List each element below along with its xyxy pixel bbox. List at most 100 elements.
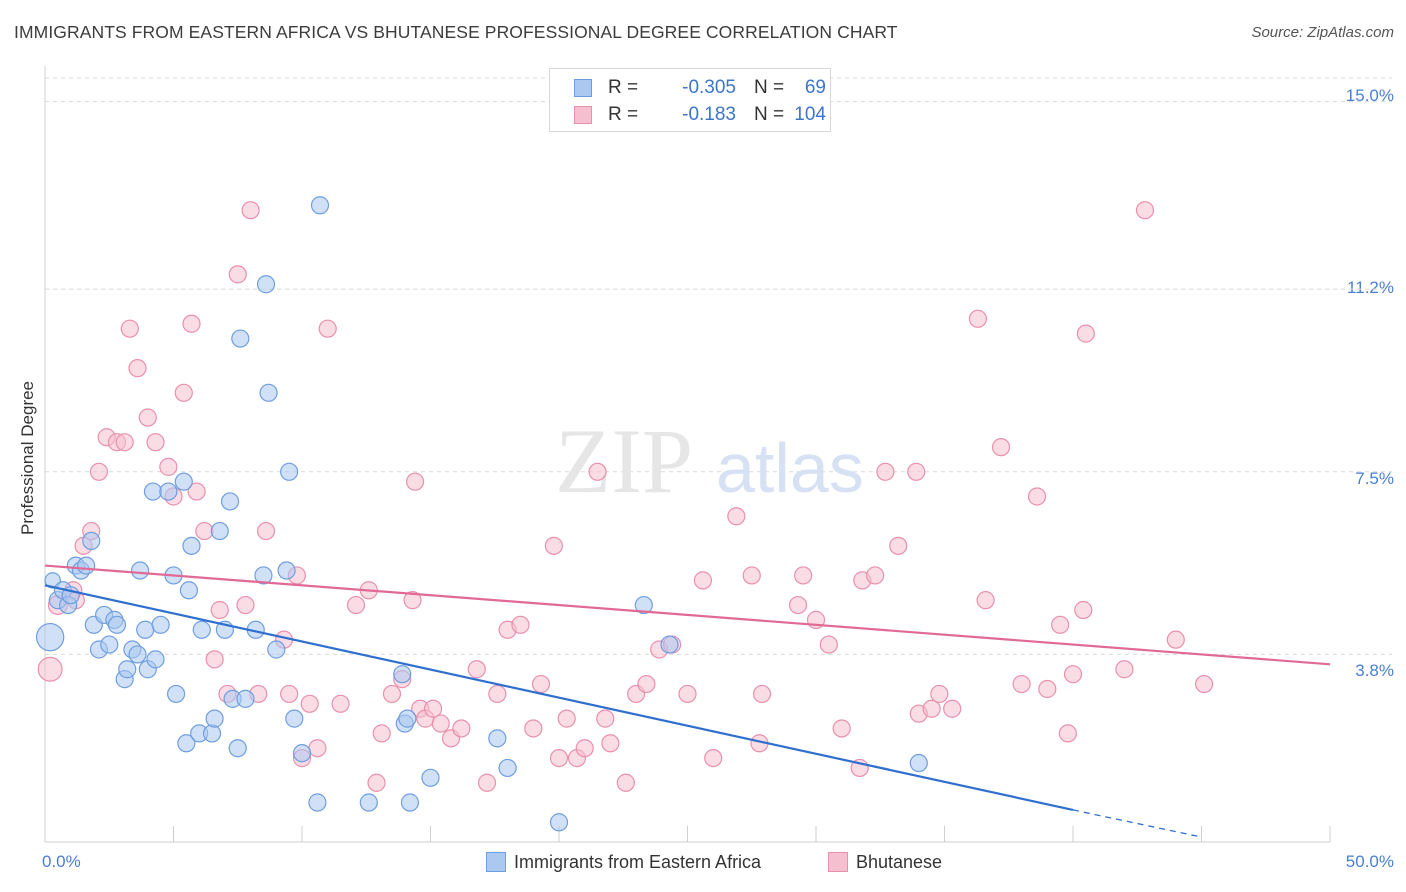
eastern-africa-point — [100, 635, 119, 654]
eastern-africa-trend-line — [44, 584, 1074, 811]
bhutanese-point — [727, 507, 746, 526]
bhutanese-point — [1038, 679, 1057, 699]
eastern-africa-point — [308, 793, 327, 812]
bhutanese-point — [346, 595, 366, 615]
trend-lines — [44, 564, 1331, 838]
eastern-africa-point — [231, 329, 250, 348]
bhutanese-point — [182, 314, 201, 333]
eastern-africa-point — [280, 462, 299, 481]
eastern-africa-point — [259, 383, 278, 402]
eastern-africa-point — [256, 275, 276, 294]
bhutanese-point — [876, 462, 895, 481]
eastern-africa-trend-extension — [1072, 809, 1202, 838]
eastern-africa-point — [285, 709, 304, 728]
bhutanese-point — [1194, 674, 1214, 694]
bhutanese-point — [403, 591, 422, 610]
bhutanese-point — [601, 734, 620, 753]
bhutanese-point — [889, 536, 908, 555]
bottom-legend-swatch-pink — [828, 852, 848, 872]
bhutanese-point — [1076, 324, 1095, 343]
chart-title: IMMIGRANTS FROM EASTERN AFRICA VS BHUTAN… — [14, 22, 898, 42]
bhutanese-point — [382, 684, 402, 704]
y-tick-label-11-2: 11.2% — [1347, 278, 1394, 297]
eastern-africa-point — [310, 196, 330, 215]
bhutanese-point — [557, 709, 576, 728]
source-note: Source: ZipAtlas.com — [1251, 24, 1394, 41]
legend-n-value: 104 — [794, 104, 826, 125]
bhutanese-point — [531, 674, 551, 694]
legend-r-label: R = — [608, 104, 639, 125]
bottom-legend-swatch-blue — [486, 852, 506, 872]
watermark-zip: ZIP — [555, 410, 693, 512]
bhutanese-point — [907, 462, 926, 481]
eastern-africa-point — [292, 744, 312, 763]
eastern-africa-point — [254, 566, 273, 585]
bhutanese-point — [943, 699, 962, 718]
eastern-africa-point — [277, 561, 296, 580]
eastern-africa-point — [236, 689, 255, 708]
bhutanese-point — [367, 773, 386, 792]
eastern-africa-point — [228, 739, 247, 758]
bhutanese-point — [704, 748, 723, 768]
bhutanese-point — [89, 462, 109, 481]
eastern-africa-point — [393, 665, 412, 684]
bhutanese-points — [37, 201, 1214, 792]
bhutanese-point — [228, 265, 247, 284]
eastern-africa-point — [359, 793, 378, 812]
bhutanese-point — [452, 719, 471, 738]
y-tick-label-7-5: 7.5% — [1355, 469, 1394, 488]
bhutanese-point — [146, 433, 165, 452]
bhutanese-point — [678, 684, 697, 704]
bhutanese-trend-line — [44, 564, 1331, 666]
x-tick-label-max: 50.0% — [1345, 852, 1394, 871]
bhutanese-point — [372, 724, 391, 743]
bhutanese-point — [976, 591, 995, 610]
bhutanese-point — [423, 699, 443, 718]
watermark-atlas: atlas — [716, 429, 864, 507]
bhutanese-point — [1115, 660, 1134, 679]
eastern-africa-points — [35, 196, 928, 832]
bhutanese-point — [930, 684, 949, 704]
legend-swatch-blue — [574, 79, 592, 97]
eastern-africa-point — [143, 482, 163, 501]
eastern-africa-point — [146, 650, 165, 669]
bhutanese-point — [511, 615, 530, 634]
bhutanese-point — [115, 433, 134, 452]
eastern-africa-point — [177, 734, 196, 753]
bhutanese-point — [1074, 600, 1093, 620]
bhutanese-point — [37, 656, 63, 682]
bhutanese-point — [968, 309, 988, 328]
bhutanese-point — [596, 709, 615, 728]
bhutanese-point — [794, 566, 813, 585]
bhutanese-point — [1063, 665, 1083, 684]
bhutanese-point — [819, 635, 838, 654]
bhutanese-point — [922, 699, 941, 718]
eastern-africa-point — [498, 758, 517, 778]
correlation-legend: R = -0.305 N = 69 R = -0.183 N = 104 — [549, 68, 831, 132]
y-tick-label-3-8: 3.8% — [1355, 661, 1394, 680]
bhutanese-point — [752, 684, 772, 704]
eastern-africa-point — [130, 561, 150, 580]
legend-r-label: R = — [608, 77, 639, 98]
bhutanese-point — [318, 319, 337, 338]
eastern-africa-point — [82, 531, 101, 551]
eastern-africa-point — [136, 620, 155, 639]
eastern-africa-point — [192, 620, 211, 639]
bhutanese-point — [588, 462, 607, 481]
eastern-africa-point — [128, 645, 147, 664]
legend-n-label: N = — [754, 77, 785, 98]
eastern-africa-point — [107, 615, 127, 634]
bhutanese-point — [431, 714, 450, 733]
bhutanese-point — [138, 408, 157, 427]
bhutanese-point — [575, 739, 594, 758]
bhutanese-point — [477, 773, 497, 792]
bhutanese-point — [205, 650, 224, 669]
legend-n-label: N = — [754, 104, 785, 125]
bhutanese-point — [524, 719, 543, 738]
legend-swatch-pink — [574, 106, 592, 124]
y-tick-label-15: 15.0% — [1345, 86, 1394, 105]
x-tick-label-min: 0.0% — [42, 852, 81, 871]
bhutanese-point — [405, 472, 425, 491]
eastern-africa-point — [398, 709, 417, 728]
